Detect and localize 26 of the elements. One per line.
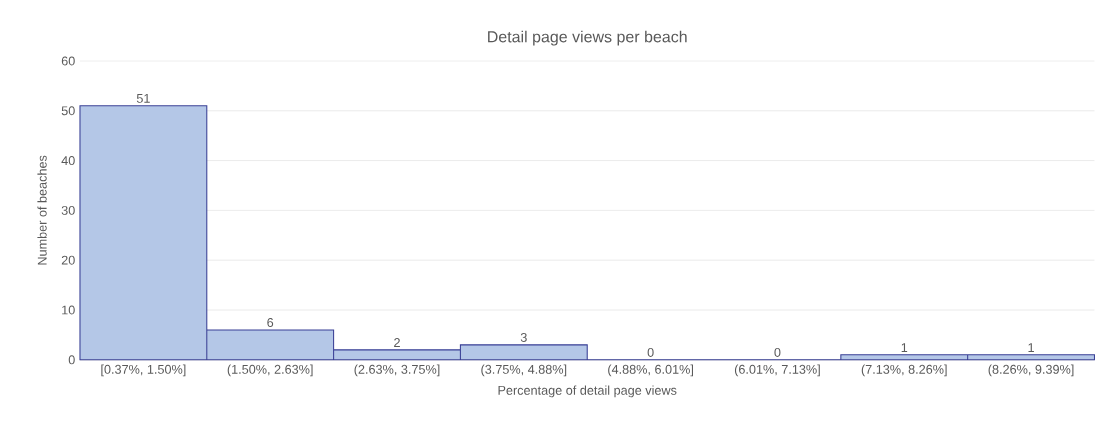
x-tick-label: (2.63%, 3.75%] [354,364,440,377]
y-tick-label: 20 [61,255,75,265]
x-tick-label: (7.13%, 8.26%] [861,364,947,377]
y-tick-label: 40 [61,156,75,166]
data-label: 0 [774,348,781,357]
x-tick-label: (8.26%, 9.39%] [988,364,1074,377]
y-tick-label: 30 [61,206,75,215]
data-label: 1 [901,343,908,353]
x-axis-title: Percentage of detail page views [498,385,677,398]
x-tick-label: (4.88%, 6.01%] [608,364,693,377]
data-label: 2 [394,338,400,348]
y-axis-title: Number of beaches [37,155,47,265]
data-label: 0 [647,348,654,357]
x-tick-label: (3.75%, 4.88%] [481,364,567,377]
data-label: 6 [267,318,274,328]
chart-title: Detail page views per beach [488,30,687,46]
x-tick-label: (6.01%, 7.13%] [734,364,820,377]
x-tick-label: (1.50%, 2.63%] [227,364,313,377]
y-tick-label: 60 [61,56,75,66]
data-label: 3 [520,333,527,343]
data-label: 51 [136,94,150,103]
y-tick-label: 50 [61,106,75,116]
y-tick-label: 0 [68,355,75,365]
data-label: 1 [1028,343,1034,353]
y-tick-label: 10 [62,305,75,315]
x-tick-label: [0.37%, 1.50%] [101,364,186,377]
